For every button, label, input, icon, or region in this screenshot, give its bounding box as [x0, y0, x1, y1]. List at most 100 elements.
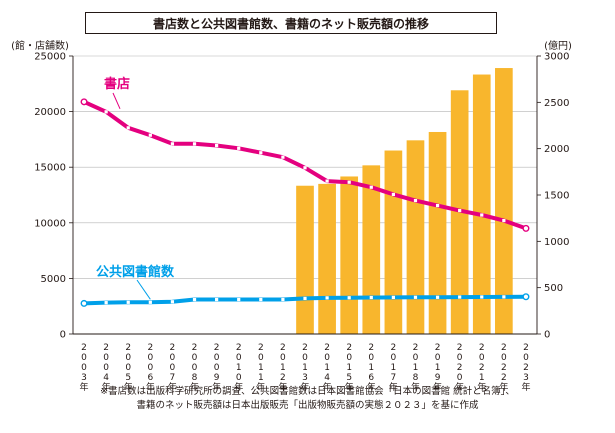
right-tick-label: 2000: [544, 144, 569, 155]
series-point: [215, 297, 219, 302]
series-point: [170, 142, 175, 146]
series-point: [347, 180, 351, 184]
series-point: [170, 300, 175, 304]
series-label-leader: [112, 92, 121, 110]
series-point: [281, 297, 285, 302]
series-point: [104, 301, 108, 305]
series-point: [480, 295, 484, 299]
series-point: [303, 166, 307, 170]
series-point: [237, 146, 241, 150]
series-point: [259, 151, 263, 155]
bar: [296, 185, 314, 334]
bar: [472, 74, 491, 335]
series-point: [126, 126, 130, 130]
bar: [495, 68, 513, 335]
series-point: [522, 224, 530, 232]
left-tick-label: 5000: [41, 274, 66, 285]
series-point: [369, 185, 373, 189]
left-axis-unit: (館・店舗数): [11, 39, 69, 52]
series-point: [502, 295, 506, 299]
series-point: [480, 213, 484, 217]
right-tick-label: 2500: [544, 98, 569, 109]
source-note-line-2: 書籍のネット販売額は日本出版販売「出版物販売額の実態２０２３」を基に作成: [136, 400, 479, 411]
source-note: ※書店数は出版科学研究所の調査、公共図書館数は日本図書館協会「日本の図書館 統計…: [0, 385, 615, 413]
right-tick-label: 1000: [544, 237, 569, 248]
series-point: [237, 297, 241, 302]
bar: [406, 140, 425, 334]
series-label-libraries: 公共図書館数: [96, 264, 175, 280]
bar: [384, 150, 403, 334]
series-point: [325, 179, 329, 183]
series-point: [435, 203, 440, 208]
series-label-bookstores: 書店: [104, 76, 130, 92]
series-point: [104, 110, 108, 114]
bar: [428, 131, 447, 334]
left-tick-label: 10000: [34, 218, 66, 229]
bar: [318, 183, 336, 334]
series-point: [215, 143, 219, 148]
series-point: [192, 142, 197, 146]
right-axis-unit: (億円): [544, 39, 572, 52]
series-point: [148, 133, 152, 137]
bar-series: [296, 68, 513, 335]
right-tick-label: 500: [544, 283, 563, 294]
series-point: [522, 293, 530, 301]
line-series: [80, 92, 530, 307]
series-point: [413, 295, 418, 299]
series-point: [458, 295, 462, 299]
series-label-leader: [136, 279, 151, 300]
right-tick-label: 0: [544, 330, 550, 341]
series-point: [303, 296, 307, 301]
source-note-line-1: ※書店数は出版科学研究所の調査、公共図書館数は日本図書館協会「日本の図書館 統計…: [100, 386, 515, 397]
series-point: [369, 295, 373, 300]
chart-title: 書店数と公共図書館数、書籍のネット販売額の推移: [85, 12, 497, 34]
bar: [340, 176, 359, 334]
series-point: [80, 299, 88, 307]
series-point: [126, 300, 130, 304]
bar: [362, 165, 381, 334]
left-tick-label: 25000: [34, 52, 66, 63]
series-point: [391, 295, 395, 300]
series-point: [281, 155, 285, 159]
series-point: [148, 300, 152, 304]
series-point: [192, 297, 197, 302]
series-point: [347, 296, 351, 300]
tick-labels: 0 5000 10000 15000 20000 25000 0 500 1000 1500 200…: [34, 52, 569, 394]
left-tick-label: 0: [60, 330, 66, 341]
right-tick-label: 3000: [544, 52, 569, 63]
series-point: [391, 192, 395, 197]
series-point: [502, 218, 506, 223]
left-tick-label: 20000: [34, 107, 66, 118]
series-point: [259, 297, 263, 302]
series-point: [80, 98, 88, 106]
axes: [69, 55, 541, 335]
right-tick-label: 1500: [544, 191, 569, 202]
series-point: [325, 296, 329, 300]
series-point: [435, 295, 440, 299]
series-point: [458, 208, 462, 213]
series-point: [413, 198, 418, 203]
